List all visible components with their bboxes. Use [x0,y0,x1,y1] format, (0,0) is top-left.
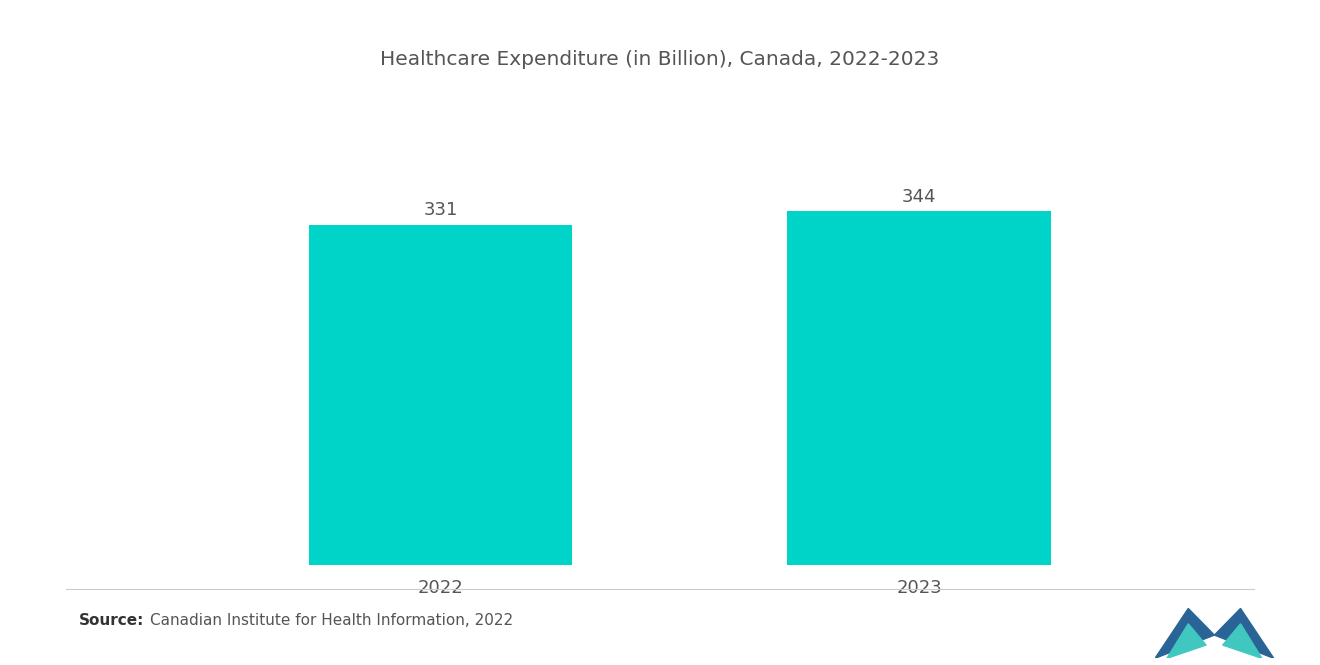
Polygon shape [1167,624,1206,658]
Polygon shape [1222,624,1262,658]
Polygon shape [1155,608,1214,658]
Polygon shape [1214,608,1274,658]
Text: Canadian Institute for Health Information, 2022: Canadian Institute for Health Informatio… [150,613,513,628]
Text: 344: 344 [902,188,936,206]
Bar [309,225,572,565]
Text: Source:: Source: [79,613,145,628]
Text: Healthcare Expenditure (in Billion), Canada, 2022-2023: Healthcare Expenditure (in Billion), Can… [380,50,940,69]
Bar [788,211,1051,565]
Text: 331: 331 [424,201,458,219]
